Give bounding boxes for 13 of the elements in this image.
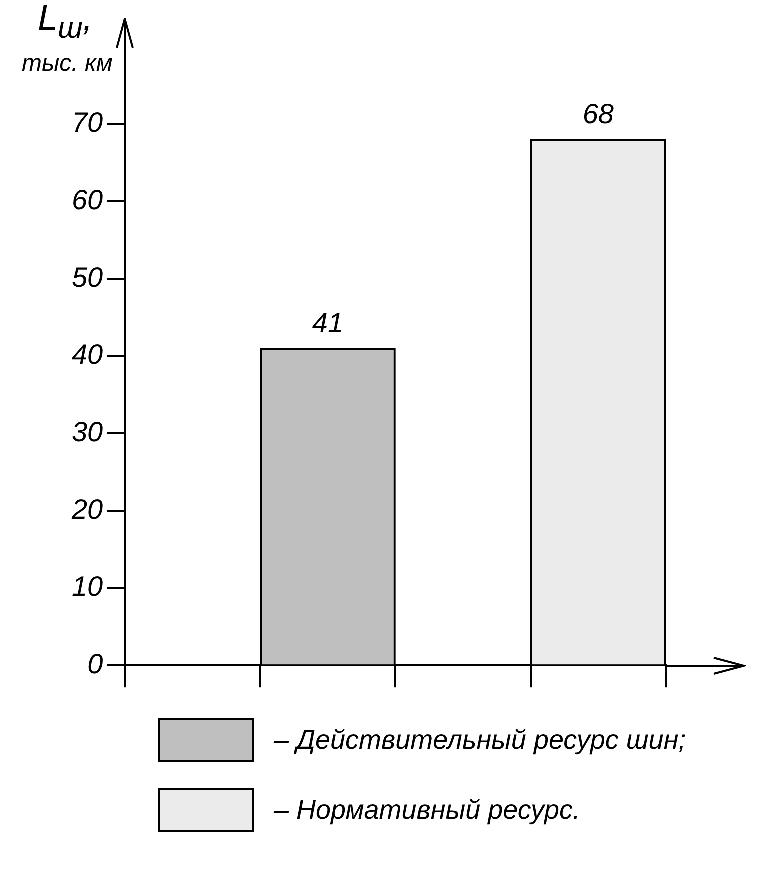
y-tick-label: 30 <box>72 416 104 448</box>
legend-label: – Нормативный ресурс. <box>274 794 581 826</box>
y-tick-label: 70 <box>72 107 104 138</box>
data-label: 41 <box>312 307 344 338</box>
data-label: 68 <box>582 98 614 130</box>
y-tick-label: 50 <box>72 262 104 293</box>
y-tick-label: 40 <box>72 339 104 370</box>
y-tick-label: 60 <box>72 184 104 216</box>
y-axis-title: L$_{ш}$, тыс. км <box>22 0 113 80</box>
legend-label: – Действительный ресурс шин; <box>274 724 686 756</box>
y-tick-label: 10 <box>72 571 104 602</box>
y-tick-label: 0 <box>88 648 104 680</box>
y-tick-label: 20 <box>70 494 104 525</box>
